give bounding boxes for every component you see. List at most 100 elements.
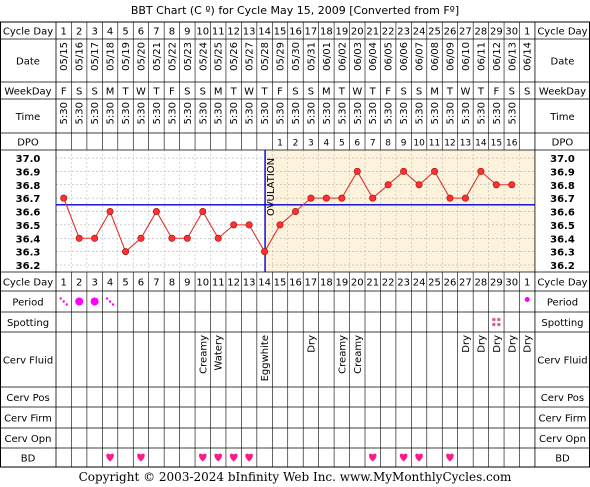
cycle-day-number: 28 <box>475 27 488 38</box>
time-label: 5:30 <box>337 102 348 124</box>
date-label: 05/15 <box>59 42 70 71</box>
cycle-day-number: 20 <box>351 27 364 38</box>
temperature-point <box>461 194 469 202</box>
time-label: 5:30 <box>507 102 518 124</box>
weekday-label: M <box>106 87 115 98</box>
cycle-day-number-bottom: 12 <box>227 278 240 289</box>
time-label: 5:30 <box>353 102 364 124</box>
weekday-label: F <box>385 87 391 98</box>
cycle-day-number-bottom: 22 <box>382 278 395 289</box>
weekday-label: W <box>244 87 254 98</box>
row-label-right-bd: BD <box>555 454 570 465</box>
date-label: 05/21 <box>152 42 163 71</box>
cerv-fluid-label: Creamy <box>353 335 364 374</box>
cycle-day-number-bottom: 5 <box>122 278 128 289</box>
row-label-right-time: Time <box>549 112 574 123</box>
row-label-weekday: WeekDay <box>4 87 51 98</box>
period-light-dot <box>62 300 65 303</box>
cycle-day-number-bottom: 28 <box>475 278 488 289</box>
temperature-point <box>307 194 315 202</box>
time-label: 5:30 <box>322 102 333 124</box>
row-label-cycle-day: Cycle Day <box>3 27 53 38</box>
cycle-day-number: 9 <box>184 27 190 38</box>
date-label: 05/27 <box>245 42 256 71</box>
cerv-fluid-label: Watery <box>214 335 225 371</box>
cerv-fluid-label: Creamy <box>337 335 348 374</box>
date-label: 06/07 <box>415 42 426 71</box>
luteal-bg <box>264 150 535 272</box>
cerv-fluid-label: Dry <box>507 335 518 353</box>
dpo-number: 3 <box>308 139 314 149</box>
time-label: 5:30 <box>214 102 225 124</box>
cycle-day-number: 4 <box>107 27 113 38</box>
temperature-point <box>384 181 392 189</box>
date-label: 06/03 <box>353 42 364 71</box>
y-tick-label-left: 36.3 <box>16 248 41 259</box>
cycle-day-number-bottom: 15 <box>274 278 287 289</box>
y-tick-label-left: 36.9 <box>16 167 41 178</box>
period-heavy-dot <box>90 297 99 306</box>
date-label: 05/25 <box>214 42 225 71</box>
row-label-right-cerv-pos: Cerv Pos <box>541 393 584 404</box>
cycle-day-number: 24 <box>413 27 426 38</box>
dpo-number: 16 <box>506 139 518 149</box>
date-label: 05/30 <box>291 42 302 71</box>
weekday-label: T <box>338 87 346 98</box>
date-label: 06/01 <box>322 42 333 71</box>
dpo-number: 5 <box>339 139 345 149</box>
time-label: 5:30 <box>198 102 209 124</box>
date-label: 06/11 <box>476 42 487 71</box>
bd-heart-icon <box>399 453 408 462</box>
date-label: 06/06 <box>399 42 410 71</box>
cerv-fluid-label: Dry <box>476 335 487 353</box>
time-label: 5:30 <box>399 102 410 124</box>
cycle-day-number-bottom: 18 <box>320 278 333 289</box>
cycle-day-number-bottom: 30 <box>505 278 518 289</box>
time-label: 5:30 <box>229 102 240 124</box>
cycle-day-number-bottom: 23 <box>397 278 410 289</box>
weekday-label: S <box>400 87 406 98</box>
cerv-fluid-label: Creamy <box>198 335 209 374</box>
dpo-number: 7 <box>370 139 376 149</box>
date-label: 05/19 <box>121 42 132 71</box>
time-label: 5:30 <box>445 102 456 124</box>
cycle-day-number: 17 <box>305 27 318 38</box>
dpo-number: 12 <box>444 139 455 149</box>
weekday-label: T <box>230 87 238 98</box>
weekday-label: W <box>460 87 470 98</box>
temperature-point <box>91 234 99 242</box>
cycle-day-number: 25 <box>428 27 441 38</box>
cycle-day-number: 23 <box>397 27 410 38</box>
temperature-point <box>276 221 284 229</box>
date-label: 05/20 <box>136 42 147 71</box>
dpo-number: 15 <box>491 139 502 149</box>
time-label: 5:30 <box>167 102 178 124</box>
weekday-label: T <box>152 87 160 98</box>
weekday-label: T <box>261 87 269 98</box>
row-label-right-date: Date <box>551 57 575 68</box>
weekday-label: T <box>446 87 454 98</box>
temperature-point <box>183 234 191 242</box>
temperature-point <box>230 221 238 229</box>
cycle-day-number: 12 <box>227 27 240 38</box>
cerv-fluid-label: Dry <box>306 335 317 353</box>
row-label-right-spotting: Spotting <box>541 318 583 329</box>
weekday-label: T <box>477 87 485 98</box>
cycle-day-number: 18 <box>320 27 333 38</box>
time-label: 5:30 <box>476 102 487 124</box>
period-light-dot <box>65 303 68 306</box>
temperature-point <box>508 181 516 189</box>
temperature-point <box>291 208 299 216</box>
dpo-number: 6 <box>354 139 360 149</box>
dpo-number: 13 <box>460 139 471 149</box>
temperature-point <box>400 167 408 175</box>
dpo-number: 2 <box>293 139 299 149</box>
period-dot <box>524 297 530 302</box>
y-tick-label-right: 36.7 <box>550 194 575 205</box>
y-tick-label-left: 36.5 <box>16 221 41 232</box>
weekday-label: T <box>369 87 377 98</box>
temperature-point <box>477 167 485 175</box>
bd-heart-icon <box>415 453 423 462</box>
period-light-dots <box>59 297 68 306</box>
cycle-day-number-bottom: 24 <box>413 278 426 289</box>
